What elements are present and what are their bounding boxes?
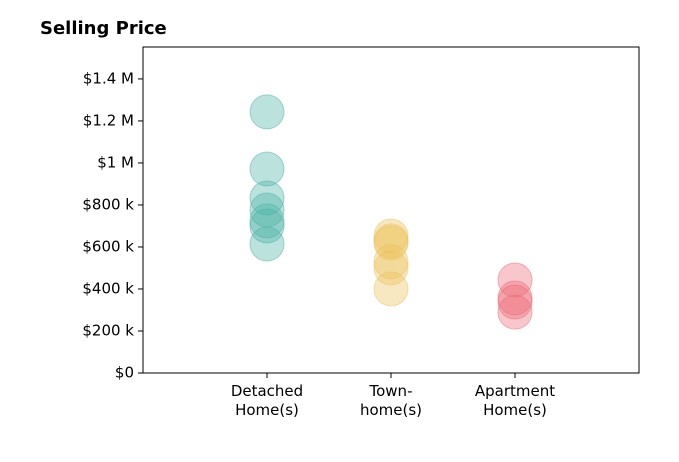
point — [373, 225, 409, 261]
y-tick-label: $400 k — [82, 279, 134, 297]
x-tick-label: Detached Home(s) — [230, 382, 304, 419]
y-tick-label: $600 k — [82, 237, 134, 255]
point — [249, 94, 285, 130]
y-tick-label: $200 k — [82, 321, 134, 339]
y-tick-label: $0 — [115, 364, 134, 382]
point — [373, 218, 409, 254]
point — [249, 226, 285, 262]
y-tick-label: $1.2 M — [83, 111, 134, 129]
point — [249, 151, 285, 187]
chart-title: Selling Price — [40, 18, 167, 39]
point — [373, 271, 409, 307]
y-tick-label: $1.4 M — [83, 69, 134, 87]
y-tick-label: $1 M — [97, 153, 134, 171]
point — [373, 250, 409, 286]
x-tick-label: Town- home(s) — [359, 382, 423, 419]
x-tick-label: Apartment Home(s) — [474, 382, 556, 419]
y-tick-label: $800 k — [82, 195, 134, 213]
point — [497, 284, 533, 320]
point — [497, 294, 533, 330]
plot-frame — [142, 46, 640, 374]
point — [249, 208, 285, 244]
point — [497, 262, 533, 298]
